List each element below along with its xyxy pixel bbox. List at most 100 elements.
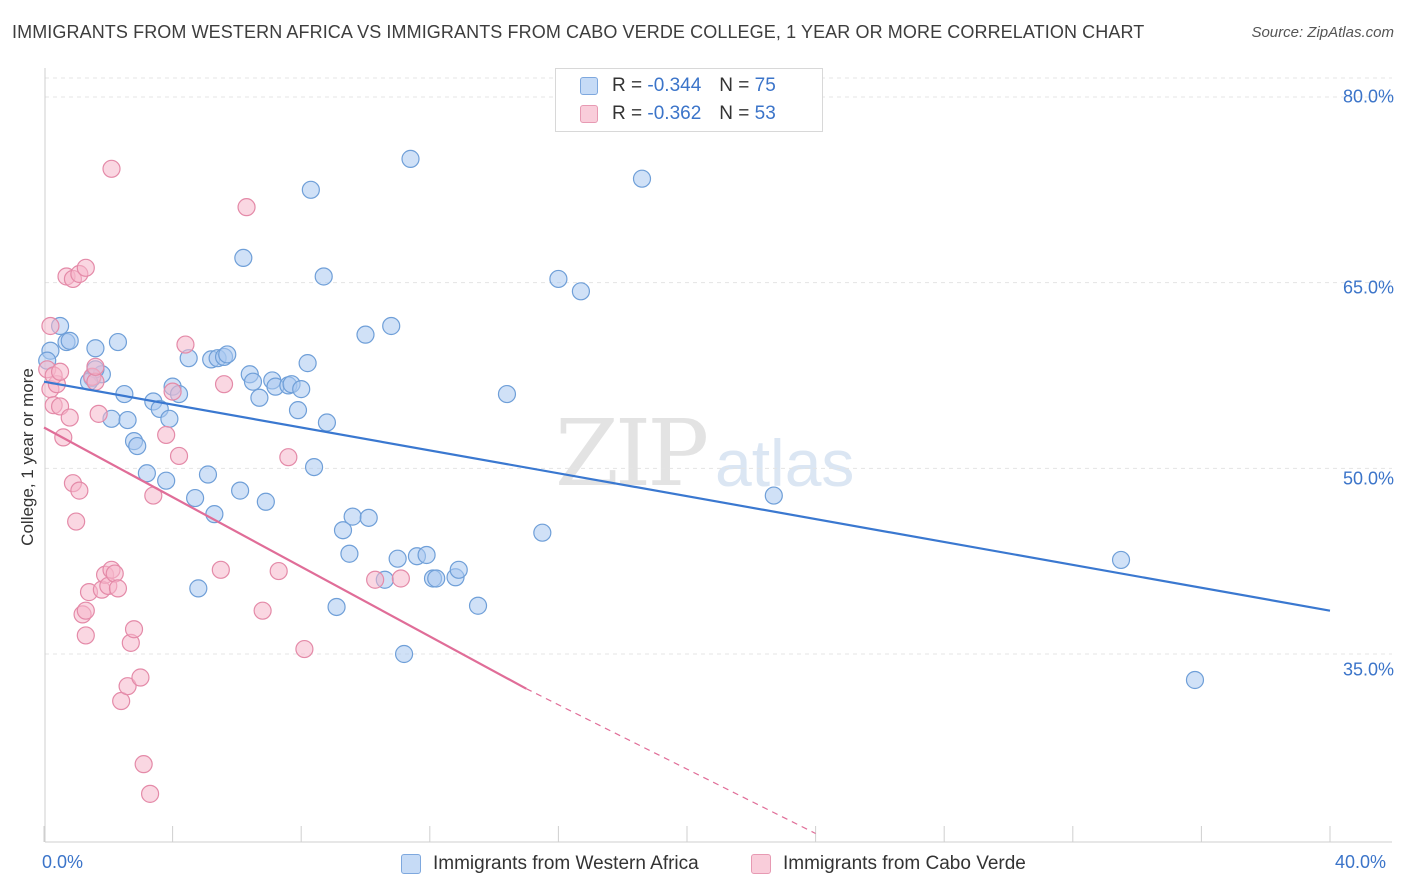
y-tick-50: 50.0% xyxy=(1342,468,1394,489)
point-western-africa xyxy=(401,149,420,168)
point-cabo-verde xyxy=(124,620,144,639)
trend-line-cabo-verde-extension xyxy=(525,688,816,835)
point-western-africa xyxy=(288,401,308,420)
legend-row-pink: R = -0.362 N = 53 xyxy=(580,102,776,126)
point-cabo-verde xyxy=(237,198,256,217)
source-label: Source: ZipAtlas.com xyxy=(1251,24,1394,41)
point-cabo-verde xyxy=(70,481,89,500)
point-western-africa xyxy=(417,545,436,565)
point-western-africa xyxy=(298,354,317,373)
point-western-africa xyxy=(333,521,353,540)
point-western-africa xyxy=(1185,670,1205,690)
point-cabo-verde xyxy=(391,569,410,588)
point-western-africa xyxy=(137,464,156,483)
point-western-africa xyxy=(549,269,568,289)
y-tick-65: 65.0% xyxy=(1342,277,1394,298)
point-cabo-verde xyxy=(140,784,160,803)
legend-r-value-pink: -0.362 xyxy=(647,103,702,124)
point-western-africa xyxy=(86,339,105,358)
point-western-africa xyxy=(243,372,263,391)
point-western-africa xyxy=(327,597,346,617)
trend-line-cabo-verde xyxy=(43,426,527,690)
point-cabo-verde xyxy=(41,316,60,336)
point-western-africa xyxy=(128,436,147,456)
point-western-africa xyxy=(427,569,446,588)
point-western-africa xyxy=(382,316,401,336)
trend-line-western-africa xyxy=(43,380,1331,612)
y-axis-label: College, 1 year or more xyxy=(18,368,37,546)
y-tick-80: 80.0% xyxy=(1342,86,1394,107)
point-western-africa xyxy=(189,579,208,598)
watermark-atlas: atlas xyxy=(715,426,855,500)
legend-swatch-blue xyxy=(580,77,598,95)
point-cabo-verde xyxy=(102,159,121,178)
legend-n-value-pink: 53 xyxy=(754,103,776,124)
point-western-africa xyxy=(186,488,205,508)
point-western-africa xyxy=(108,332,128,352)
point-cabo-verde xyxy=(366,570,385,589)
point-cabo-verde xyxy=(60,408,79,427)
legend-r-value-blue: -0.344 xyxy=(647,75,702,96)
point-cabo-verde xyxy=(211,560,230,579)
point-western-africa xyxy=(764,486,783,505)
point-cabo-verde xyxy=(50,362,70,381)
point-cabo-verde xyxy=(86,357,105,376)
x-tick-0: 0.0% xyxy=(42,852,84,872)
point-western-africa xyxy=(343,507,362,526)
y-tick-35: 35.0% xyxy=(1342,659,1394,680)
point-western-africa xyxy=(198,465,218,484)
bottom-legend-swatch-pink xyxy=(751,854,771,874)
point-western-africa xyxy=(340,544,359,563)
point-cabo-verde xyxy=(169,446,189,466)
point-western-africa xyxy=(632,169,652,188)
point-cabo-verde xyxy=(295,639,314,659)
chart-title: IMMIGRANTS FROM WESTERN AFRICA VS IMMIGR… xyxy=(12,22,1145,42)
watermark-zip: ZIP xyxy=(555,400,709,507)
point-cabo-verde xyxy=(279,448,298,467)
point-western-africa xyxy=(533,523,552,542)
point-western-africa xyxy=(314,267,333,286)
point-western-africa xyxy=(231,481,250,500)
point-western-africa xyxy=(356,325,375,344)
point-western-africa xyxy=(388,549,407,568)
point-western-africa xyxy=(571,282,591,301)
point-cabo-verde xyxy=(253,601,272,620)
point-cabo-verde xyxy=(76,601,95,620)
point-western-africa xyxy=(317,413,337,432)
point-western-africa xyxy=(218,345,237,364)
legend-r-label: R = xyxy=(612,75,643,96)
point-cabo-verde xyxy=(118,677,137,696)
bottom-legend-label-pink: Immigrants from Cabo Verde xyxy=(783,853,1026,874)
point-western-africa xyxy=(304,457,324,477)
point-western-africa xyxy=(157,471,176,490)
point-cabo-verde xyxy=(89,404,108,423)
point-western-africa xyxy=(256,492,275,511)
point-western-africa xyxy=(301,180,320,199)
point-cabo-verde xyxy=(131,668,150,687)
point-cabo-verde xyxy=(105,564,124,583)
point-cabo-verde xyxy=(269,561,288,581)
legend-n-label: N = xyxy=(719,103,750,124)
point-western-africa xyxy=(497,384,517,404)
point-western-africa xyxy=(359,508,378,527)
legend-n-label: N = xyxy=(719,75,750,96)
point-cabo-verde xyxy=(157,425,176,445)
bottom-legend-label-blue: Immigrants from Western Africa xyxy=(433,853,699,874)
point-western-africa xyxy=(449,560,468,579)
point-western-africa xyxy=(468,596,488,615)
bottom-legend-swatch-blue xyxy=(401,854,421,874)
point-western-africa xyxy=(160,409,179,428)
point-cabo-verde xyxy=(108,579,128,598)
x-tick-40: 40.0% xyxy=(1335,852,1387,872)
bottom-legend-blue: Immigrants from Western Africa xyxy=(401,852,699,876)
point-western-africa xyxy=(118,410,137,430)
point-western-africa xyxy=(250,388,269,407)
point-cabo-verde xyxy=(176,335,195,354)
point-western-africa xyxy=(234,248,253,268)
legend-swatch-pink xyxy=(580,105,598,123)
point-western-africa xyxy=(394,644,414,664)
legend-r-label: R = xyxy=(612,103,643,124)
point-cabo-verde xyxy=(76,258,95,277)
legend: R = -0.344 N = 75 R = -0.362 N = 53 xyxy=(555,68,823,132)
